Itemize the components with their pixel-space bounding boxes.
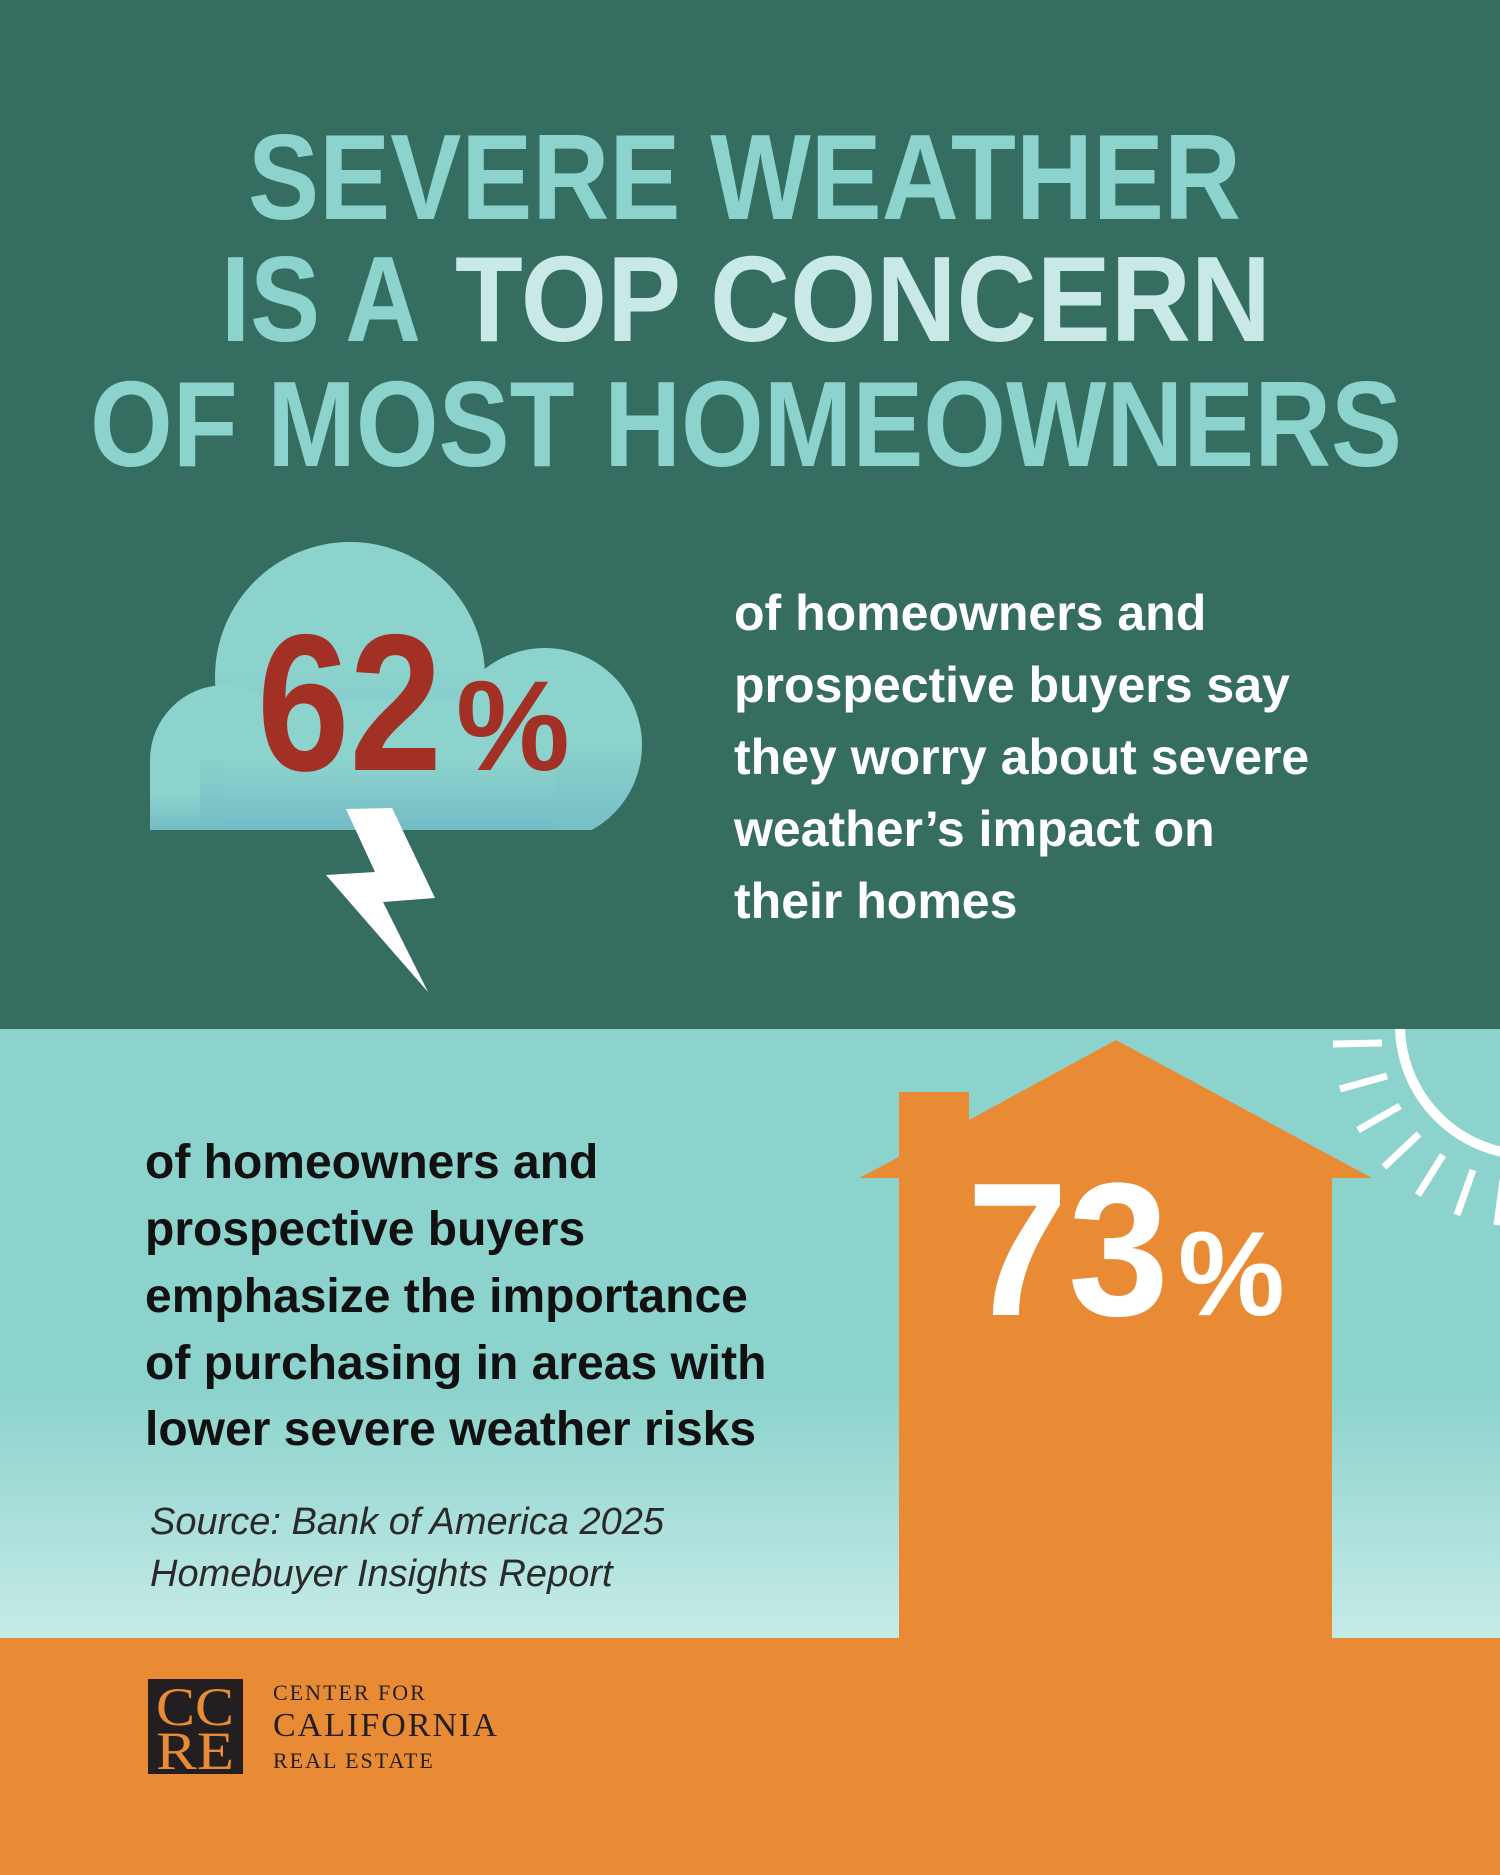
- stat-1-line: they worry about severe: [734, 729, 1309, 785]
- house-icon: [859, 1040, 1372, 1640]
- storm-cloud-lightning-icon: [150, 542, 642, 992]
- stat-2-number: 73: [967, 1144, 1169, 1356]
- stat-2-line: of purchasing in areas with: [145, 1337, 766, 1390]
- logo-mark: [148, 1679, 243, 1774]
- stat-2-line: of homeowners and: [145, 1136, 598, 1189]
- sun-icon: [1332, 1029, 1500, 1226]
- stat-2-description: of homeowners and prospective buyers emp…: [145, 1136, 766, 1456]
- stat-1-percent: %: [456, 655, 570, 798]
- stat-1-line: their homes: [734, 873, 1017, 929]
- stat-2-line: emphasize the importance: [145, 1270, 748, 1323]
- stat-1-number: 62: [257, 594, 442, 812]
- logo-text-line-3: REAL ESTATE: [273, 1748, 435, 1773]
- stat-1-line: of homeowners and: [734, 585, 1206, 641]
- headline-line-3: OF MOST HOMEOWNERS: [90, 356, 1402, 492]
- stat-1-description: of homeowners and prospective buyers say…: [733, 585, 1309, 929]
- stat-2-line: prospective buyers: [145, 1203, 585, 1256]
- headline: SEVERE WEATHER IS A TOP CONCERN OF MOST …: [90, 109, 1402, 492]
- footer-background: [0, 1638, 1500, 1875]
- logo-text-line-2: CALIFORNIA: [273, 1707, 499, 1744]
- stat-1-line: prospective buyers say: [734, 657, 1290, 713]
- ccre-logo: CC RE CENTER FOR CALIFORNIA REAL ESTATE: [148, 1677, 499, 1781]
- headline-line-1: SEVERE WEATHER: [248, 109, 1241, 245]
- stat-1-line: weather’s impact on: [733, 801, 1215, 857]
- headline-line-2-highlight: TOP CONCERN: [455, 231, 1271, 367]
- stat-2-line: lower severe weather risks: [145, 1403, 756, 1456]
- source-line-1: Source: Bank of America 2025: [150, 1501, 665, 1543]
- logo-mark-top: CC: [156, 1677, 234, 1737]
- top-section-background: [0, 0, 1500, 1029]
- logo-mark-bottom: RE: [156, 1721, 234, 1781]
- stat-2-percent: %: [1178, 1207, 1285, 1341]
- lightning-bolt-icon: [326, 808, 435, 992]
- source-line-2: Homebuyer Insights Report: [150, 1553, 614, 1595]
- cloud-icon: [150, 542, 642, 830]
- logo-text-line-1: CENTER FOR: [273, 1680, 427, 1705]
- headline-line-2-prefix: IS A: [221, 231, 421, 367]
